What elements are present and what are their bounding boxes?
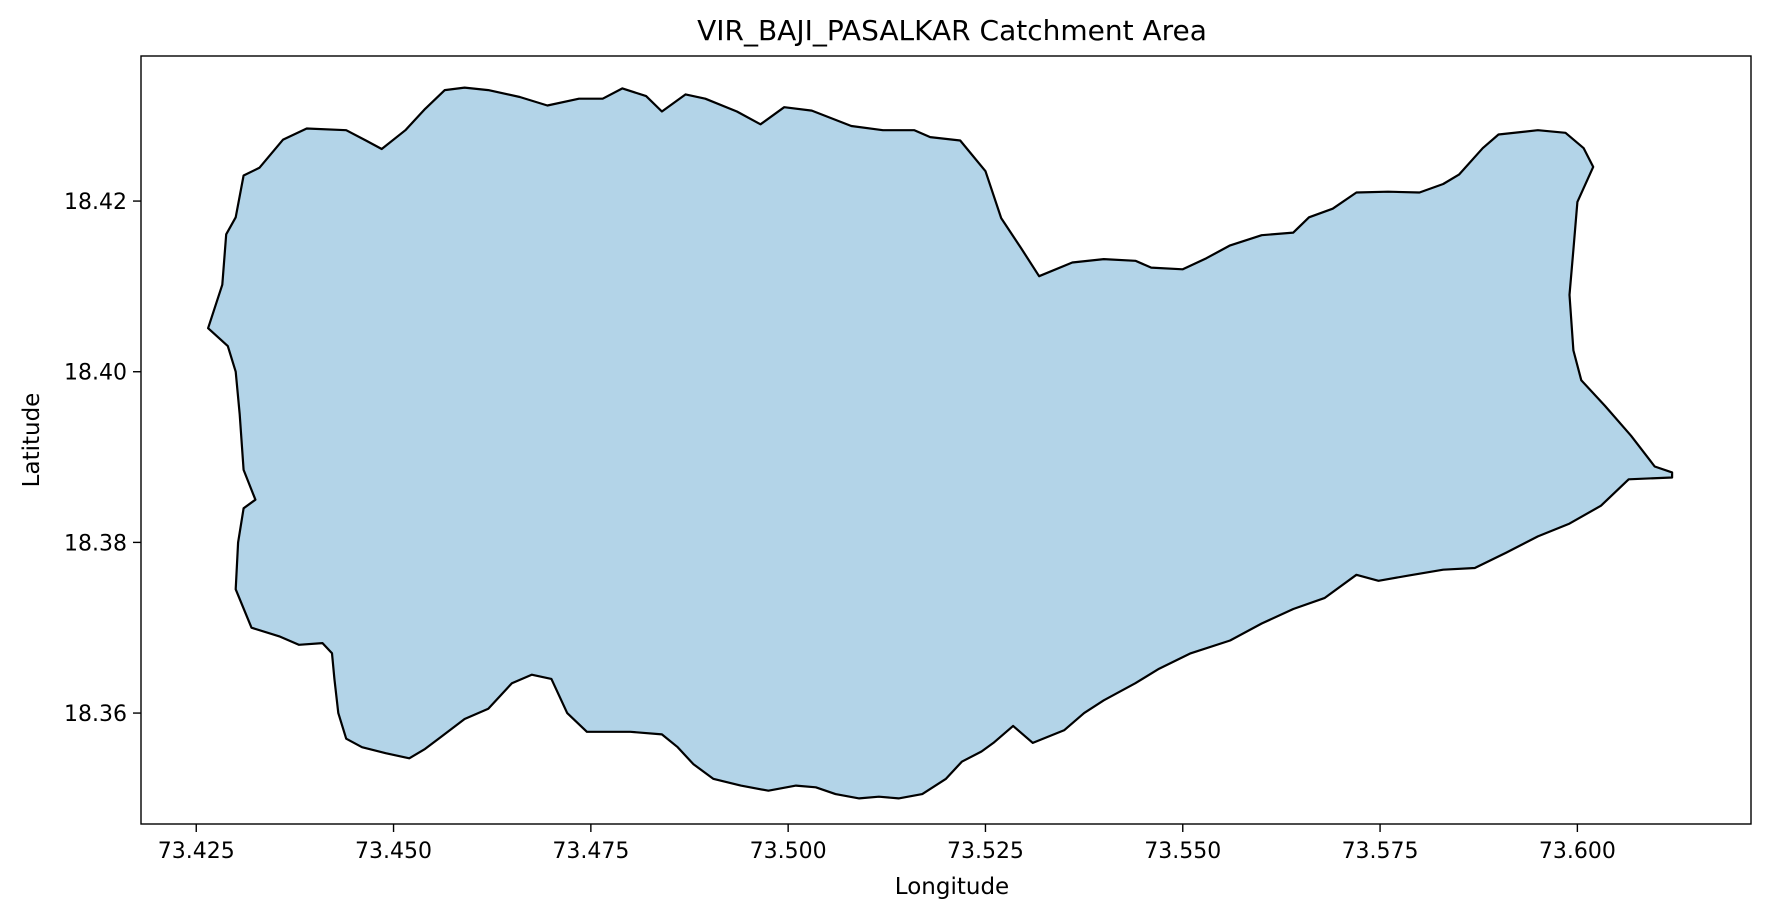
x-tick-label: 73.575 — [1342, 839, 1419, 864]
x-tick-label: 73.525 — [947, 839, 1024, 864]
x-tick-label: 73.450 — [355, 839, 432, 864]
x-axis-label: Longitude — [895, 874, 1009, 900]
catchment-area-polygon — [207, 86, 1674, 800]
y-tick-label: 18.42 — [64, 190, 127, 215]
y-tick-label: 18.36 — [64, 702, 127, 727]
x-axis-ticks: 73.425 73.450 73.475 73.500 73.525 73.550 73.5… — [158, 824, 1616, 864]
y-tick-label: 18.40 — [64, 361, 127, 386]
plot-area — [207, 86, 1674, 800]
y-axis-ticks: 18.36 18.38 18.40 18.42 — [64, 190, 141, 727]
x-tick-label: 73.500 — [750, 839, 827, 864]
y-axis-label: Latitude — [19, 393, 45, 488]
x-tick-label: 73.600 — [1539, 839, 1616, 864]
chart-title: VIR_BAJI_PASALKAR Catchment Area — [697, 14, 1207, 47]
y-tick-label: 18.38 — [64, 531, 127, 556]
x-tick-label: 73.550 — [1144, 839, 1221, 864]
axes-frame — [140, 55, 1752, 825]
x-tick-label: 73.425 — [158, 839, 235, 864]
x-tick-label: 73.475 — [552, 839, 629, 864]
